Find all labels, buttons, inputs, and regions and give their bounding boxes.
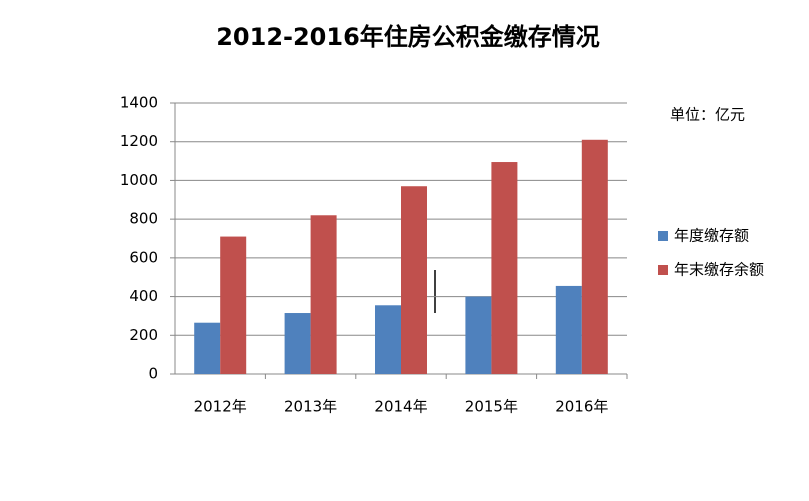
x-tick-label: 2016年	[555, 398, 608, 416]
x-tick-label: 2012年	[194, 398, 247, 416]
legend-label: 年末缴存余额	[674, 261, 764, 279]
bar	[465, 296, 492, 374]
bar	[310, 215, 337, 374]
y-tick-label: 1400	[120, 94, 158, 112]
y-tick-label: 400	[129, 287, 158, 305]
y-tick-label: 1200	[120, 132, 158, 150]
y-tick-label: 0	[148, 365, 158, 383]
bar	[401, 186, 427, 374]
unit-note: 单位：亿元	[670, 106, 745, 124]
bar	[491, 162, 518, 374]
x-tick-label: 2014年	[374, 398, 427, 416]
x-tick-label: 2013年	[284, 398, 337, 416]
legend-label: 年度缴存额	[674, 227, 749, 245]
chart-title: 2012-2016年住房公积金缴存情况	[216, 23, 600, 51]
y-tick-label: 600	[129, 248, 158, 266]
bar	[581, 139, 608, 374]
bar	[284, 313, 311, 374]
y-tick-label: 200	[129, 326, 158, 344]
legend-swatch	[658, 231, 668, 241]
y-tick-label: 800	[129, 210, 158, 228]
bar	[555, 285, 582, 374]
x-tick-label: 2015年	[465, 398, 518, 416]
bar	[375, 305, 401, 374]
bar	[194, 322, 221, 374]
legend-swatch	[658, 265, 668, 275]
y-tick-label: 1000	[120, 171, 158, 189]
bar	[220, 236, 247, 374]
